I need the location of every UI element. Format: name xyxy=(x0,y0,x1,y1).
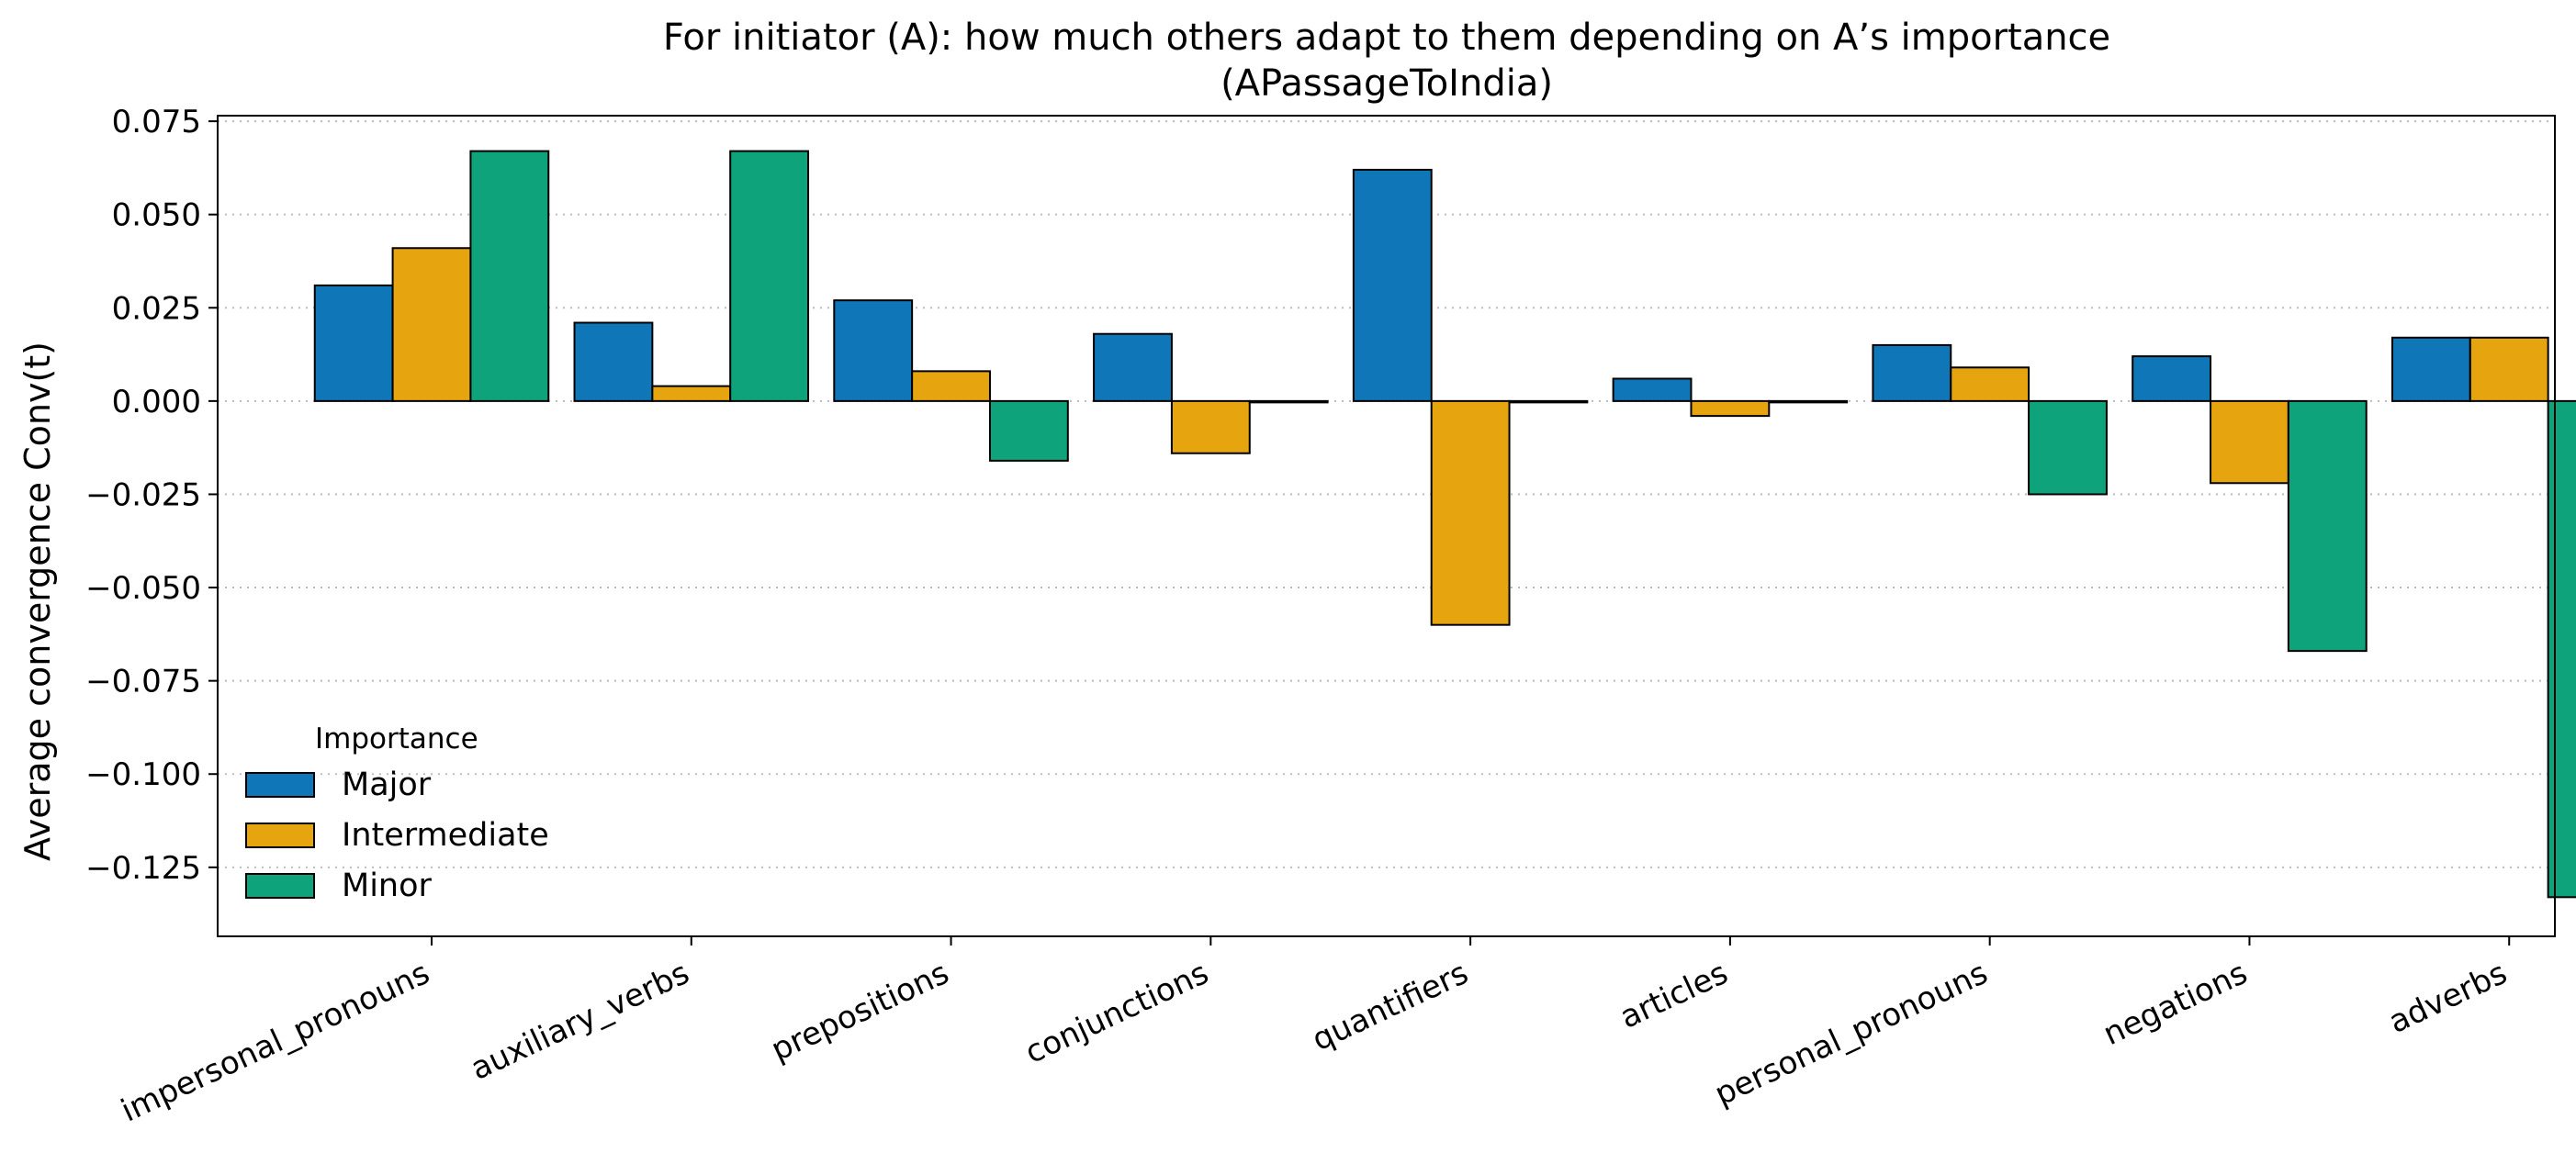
legend: Importance Major Intermediate Minor xyxy=(245,722,549,904)
legend-label-major: Major xyxy=(342,767,432,803)
bar-intermediate-personal_pronouns xyxy=(1950,366,2030,402)
bar-minor-quantifiers xyxy=(1508,399,1589,404)
bar-major-impersonal_pronouns xyxy=(313,284,394,402)
legend-swatch-intermediate xyxy=(245,823,315,848)
y-tick-label: −0.050 xyxy=(85,570,201,607)
x-tick-label: personal_pronouns xyxy=(1709,955,1993,1114)
legend-label-intermediate: Intermediate xyxy=(342,817,549,854)
y-axis: 0.075 0.050 0.025 0.000 −0.025 −0.050 −0.075 −0… xyxy=(85,104,218,887)
bar-intermediate-impersonal_pronouns xyxy=(391,247,472,402)
bar-minor-prepositions xyxy=(988,399,1069,462)
x-axis: impersonal_pronouns auxiliary_verbs prepos… xyxy=(116,936,2513,1129)
bar-minor-negations xyxy=(2287,399,2368,653)
legend-swatch-minor xyxy=(245,873,315,899)
plot-frame xyxy=(217,115,2556,937)
y-tick-label: 0.000 xyxy=(112,384,201,420)
bar-minor-adverbs xyxy=(2547,399,2576,899)
legend-swatch-major xyxy=(245,772,315,798)
x-tick-label: negations xyxy=(2098,955,2253,1053)
bar-minor-articles xyxy=(1768,399,1849,404)
bar-minor-personal_pronouns xyxy=(2028,399,2108,496)
bar-minor-conjunctions xyxy=(1248,399,1329,404)
chart-subtitle: (APassageToIndia) xyxy=(1221,62,1553,105)
y-tick-label: −0.025 xyxy=(85,476,201,513)
bar-major-conjunctions xyxy=(1093,332,1173,402)
x-tick-label: auxiliary_verbs xyxy=(466,955,695,1088)
bar-intermediate-prepositions xyxy=(911,370,991,402)
bar-major-prepositions xyxy=(833,299,914,402)
x-tick-label: prepositions xyxy=(766,955,955,1069)
bar-intermediate-negations xyxy=(2210,399,2289,485)
bar-major-auxiliary_verbs xyxy=(573,321,654,402)
chart-title: For initiator (A): how much others adapt… xyxy=(663,17,2110,59)
y-tick-label: −0.075 xyxy=(85,664,201,700)
x-tick-label: articles xyxy=(1614,955,1734,1036)
bar-intermediate-articles xyxy=(1690,399,1771,418)
y-axis-label: Average convergence Conv(t) xyxy=(17,341,58,861)
y-tick-label: 0.025 xyxy=(112,290,201,327)
bar-major-articles xyxy=(1612,377,1693,402)
y-tick-label: −0.125 xyxy=(85,850,201,887)
x-tick-label: quantifiers xyxy=(1307,955,1474,1058)
legend-title: Importance xyxy=(315,722,478,755)
y-tick-label: 0.075 xyxy=(112,104,201,140)
x-tick-label: conjunctions xyxy=(1019,955,1214,1071)
bar-major-negations xyxy=(2132,355,2212,402)
bar-major-adverbs xyxy=(2390,336,2471,402)
bar-minor-impersonal_pronouns xyxy=(469,150,550,402)
y-tick-label: −0.100 xyxy=(85,756,201,793)
bar-intermediate-conjunctions xyxy=(1170,399,1251,454)
y-tick-label: 0.050 xyxy=(112,197,201,234)
bars-group xyxy=(313,150,2576,899)
bar-major-quantifiers xyxy=(1352,168,1433,402)
bar-minor-auxiliary_verbs xyxy=(729,150,810,402)
legend-label-minor: Minor xyxy=(342,867,433,904)
x-tick-label: adverbs xyxy=(2383,955,2513,1041)
bar-intermediate-auxiliary_verbs xyxy=(651,385,732,402)
bar-major-personal_pronouns xyxy=(1872,343,1952,402)
bar-intermediate-quantifiers xyxy=(1430,399,1511,626)
bar-intermediate-adverbs xyxy=(2469,336,2549,402)
x-tick-label: impersonal_pronouns xyxy=(116,955,435,1130)
